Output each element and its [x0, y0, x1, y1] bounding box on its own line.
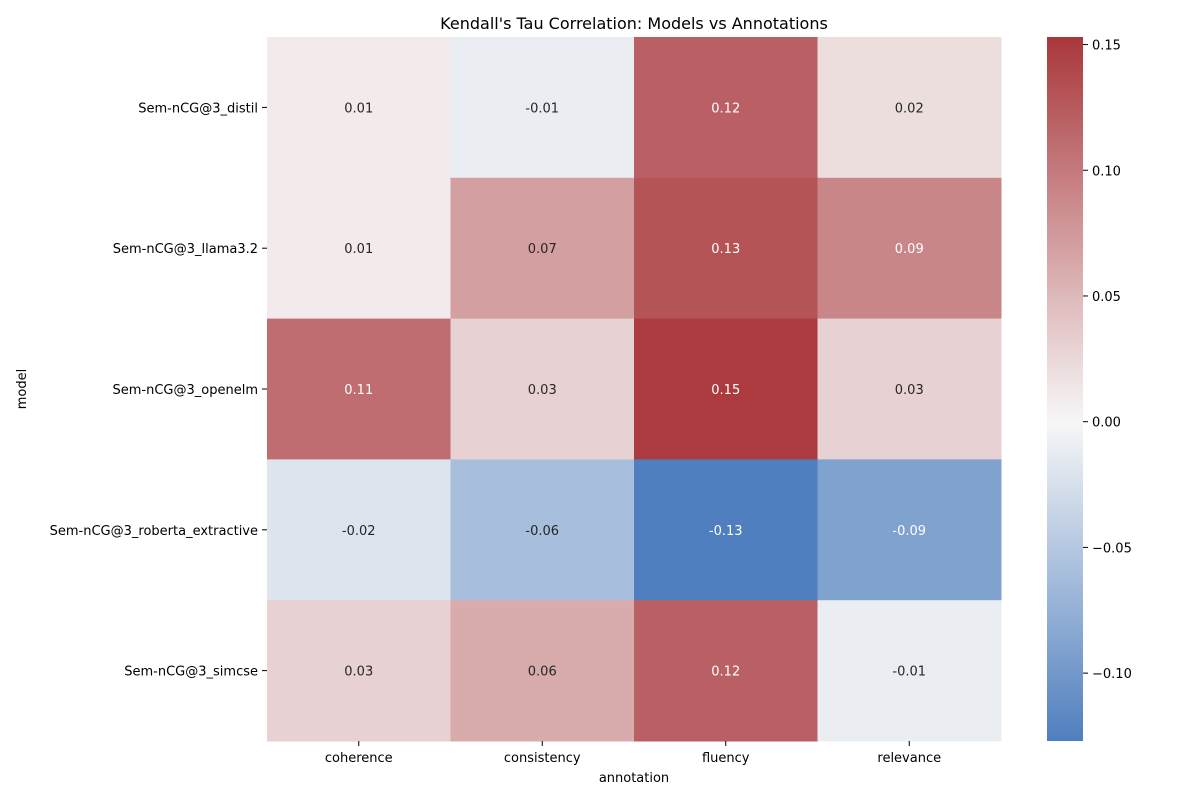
colorbar-tick-label: 0.05: [1092, 290, 1121, 305]
cell-value-label: 0.03: [344, 665, 373, 680]
cell-value-label: -0.06: [525, 524, 559, 539]
colorbar-ticks: 0.15 0.10 0.05 0.00 −0.05 −0.10: [1083, 39, 1132, 682]
cell-value-label: 0.01: [344, 242, 373, 257]
y-axis-ticks: Sem-nCG@3_distil Sem-nCG@3_llama3.2 Sem-nC…: [50, 101, 267, 680]
heatmap-cell: [817, 459, 1002, 601]
cell-value-label: -0.01: [892, 665, 926, 680]
cell-value-label: -0.13: [709, 524, 743, 539]
x-tick-label: fluency: [702, 751, 750, 766]
x-tick-label: relevance: [877, 751, 941, 766]
heatmap-cell: [634, 459, 818, 601]
colorbar-tick-label: 0.00: [1092, 416, 1121, 431]
colorbar-tick-label: 0.15: [1092, 39, 1121, 54]
heatmap-cell: [817, 600, 1002, 742]
colorbar-tick-label: −0.10: [1092, 667, 1132, 682]
x-tick-label: coherence: [325, 751, 393, 766]
cell-value-label: 0.06: [528, 665, 557, 680]
cell-value-label: 0.11: [344, 383, 373, 398]
cell-value-label: 0.02: [895, 101, 924, 116]
heatmap-cell: [267, 318, 451, 460]
heatmap-cell: [450, 318, 635, 460]
colorbar: [1047, 37, 1083, 741]
x-axis-label: annotation: [599, 771, 669, 786]
heatmap-cell: [267, 459, 451, 601]
heatmap-cell: [450, 37, 635, 179]
cell-value-label: 0.01: [344, 101, 373, 116]
heatmap-cell: [634, 318, 818, 460]
cell-value-label: 0.07: [528, 242, 557, 257]
y-axis-label: model: [15, 369, 30, 409]
heatmap-cell: [450, 600, 635, 742]
y-tick-label: Sem-nCG@3_simcse: [124, 665, 258, 680]
cell-value-label: 0.03: [895, 383, 924, 398]
heatmap-cell: [450, 177, 635, 320]
colorbar-tick-label: 0.10: [1092, 164, 1121, 179]
x-axis-ticks: coherence consistency fluency relevance: [325, 741, 941, 766]
cell-value-label: -0.02: [342, 524, 376, 539]
cell-value-label: -0.01: [525, 101, 559, 116]
cell-value-label: 0.13: [711, 242, 740, 257]
chart-title: Kendall's Tau Correlation: Models vs Ann…: [440, 14, 828, 33]
cell-value-label: 0.15: [711, 383, 740, 398]
colorbar-tick-label: −0.05: [1092, 541, 1132, 556]
heatmap-cell: [634, 37, 818, 179]
heatmap-cell: [450, 459, 635, 601]
cell-value-label: 0.12: [711, 665, 740, 680]
heatmap-cell: [267, 177, 451, 320]
heatmap-cell: [817, 177, 1002, 320]
heatmap-cell-labels: 0.01 -0.01 0.12 0.02 0.01 0.07 0.13 0.09 0.11 0.0…: [342, 101, 926, 679]
heatmap-cell: [267, 600, 451, 742]
y-tick-label: Sem-nCG@3_openelm: [113, 383, 258, 398]
y-tick-label: Sem-nCG@3_distil: [138, 101, 258, 116]
heatmap-cell: [817, 318, 1002, 460]
heatmap-cells: [267, 37, 1002, 742]
y-tick-label: Sem-nCG@3_llama3.2: [113, 242, 258, 257]
heatmap-cell: [634, 177, 818, 320]
cell-value-label: 0.03: [528, 383, 557, 398]
x-tick-label: consistency: [504, 751, 581, 766]
cell-value-label: -0.09: [892, 524, 926, 539]
heatmap-cell: [634, 600, 818, 742]
heatmap-cell: [817, 37, 1002, 179]
y-tick-label: Sem-nCG@3_roberta_extractive: [50, 524, 258, 539]
cell-value-label: 0.12: [711, 101, 740, 116]
cell-value-label: 0.09: [895, 242, 924, 257]
heatmap-cell: [267, 37, 451, 179]
